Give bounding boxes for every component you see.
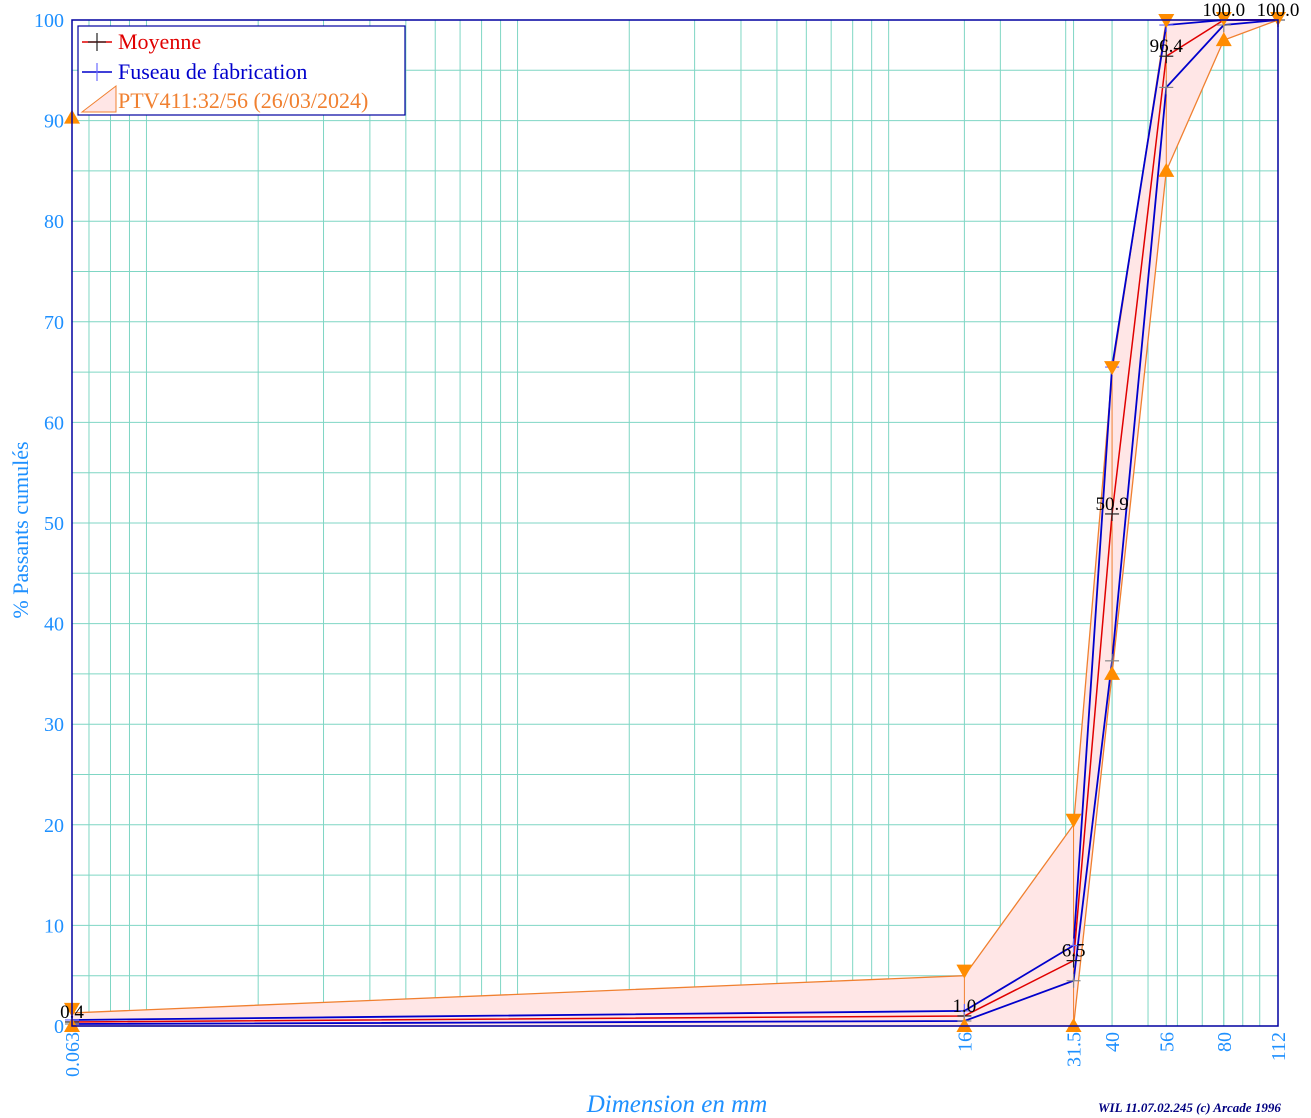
data-label: 6.5 — [1062, 941, 1086, 962]
triangle-up-marker — [1215, 32, 1232, 47]
y-tick-label: 30 — [44, 714, 64, 736]
y-tick-label: 40 — [44, 614, 64, 636]
x-tick-label: 40 — [1102, 1032, 1124, 1052]
triangle-up-marker — [956, 1018, 973, 1032]
axes: 0 10 20 30 40 50 60 70 80 90 100 0.063 16 31.5 40 56 80 1… — [34, 10, 1290, 1077]
triangle-up-marker — [1065, 1018, 1082, 1032]
triangle-down-marker — [956, 964, 973, 979]
y-tick-label: 10 — [44, 915, 64, 937]
data-label: 96.4 — [1150, 36, 1184, 57]
fuseau-upper-line — [71, 19, 1278, 1021]
series-lines — [65, 13, 1285, 1031]
data-label: 100.0 — [1257, 0, 1300, 21]
x-tick-label: 56 — [1156, 1032, 1178, 1052]
y-tick-label: 50 — [44, 513, 64, 535]
fuseau-fill — [72, 20, 1278, 1026]
y-tick-label: 60 — [44, 412, 64, 434]
triangle-up-marker — [1104, 665, 1121, 680]
x-tick-label: 80 — [1214, 1032, 1236, 1052]
x-tick-label: 31.5 — [1064, 1032, 1086, 1067]
moyenne-line — [71, 19, 1278, 1023]
legend-box — [77, 25, 406, 116]
x-tick-label: 16 — [954, 1032, 976, 1052]
ptv-upper-line — [71, 19, 1278, 1014]
y-tick-label: 20 — [44, 815, 64, 837]
triangle-down-marker — [1104, 361, 1121, 376]
legend-ptv-swatch — [80, 84, 117, 113]
y-axis-label: % Passants cumulés — [8, 441, 33, 618]
x-tick-label: 0.063 — [62, 1032, 84, 1077]
data-label: 50.9 — [1095, 494, 1128, 515]
y-tick-label: 70 — [44, 312, 64, 334]
triangle-down-marker — [1270, 12, 1286, 26]
data-label: 1.0 — [953, 996, 977, 1017]
triangle-down-marker — [1158, 14, 1175, 29]
legend: Moyenne Fuseau de fabrication PTV411:32/56… — [77, 25, 406, 116]
footer-credit: WIL 11.07.02.245 (c) Arcade 1996 — [1098, 1100, 1281, 1115]
triangle-down-marker — [1215, 12, 1232, 26]
y-tick-label: 90 — [44, 111, 64, 133]
x-tick-label: 112 — [1268, 1032, 1290, 1061]
y-tick-label: 0 — [54, 1016, 64, 1038]
triangle-up-marker — [1158, 162, 1175, 177]
legend-moyenne-label: Moyenne — [118, 29, 201, 54]
plot-frame — [71, 19, 1279, 1027]
ptv-envelope-fill — [72, 20, 1278, 1026]
y-tick-label: 80 — [44, 211, 64, 233]
data-label: 100.0 — [1202, 0, 1245, 21]
triangle-down-marker — [1065, 813, 1082, 828]
x-axis-label: Dimension en mm — [586, 1091, 768, 1118]
legend-fuseau-label: Fuseau de fabrication — [118, 59, 307, 84]
grid — [71, 19, 1279, 1027]
legend-ptv-label: PTV411:32/56 (26/03/2024) — [118, 88, 368, 113]
y-tick-label: 100 — [34, 10, 64, 32]
